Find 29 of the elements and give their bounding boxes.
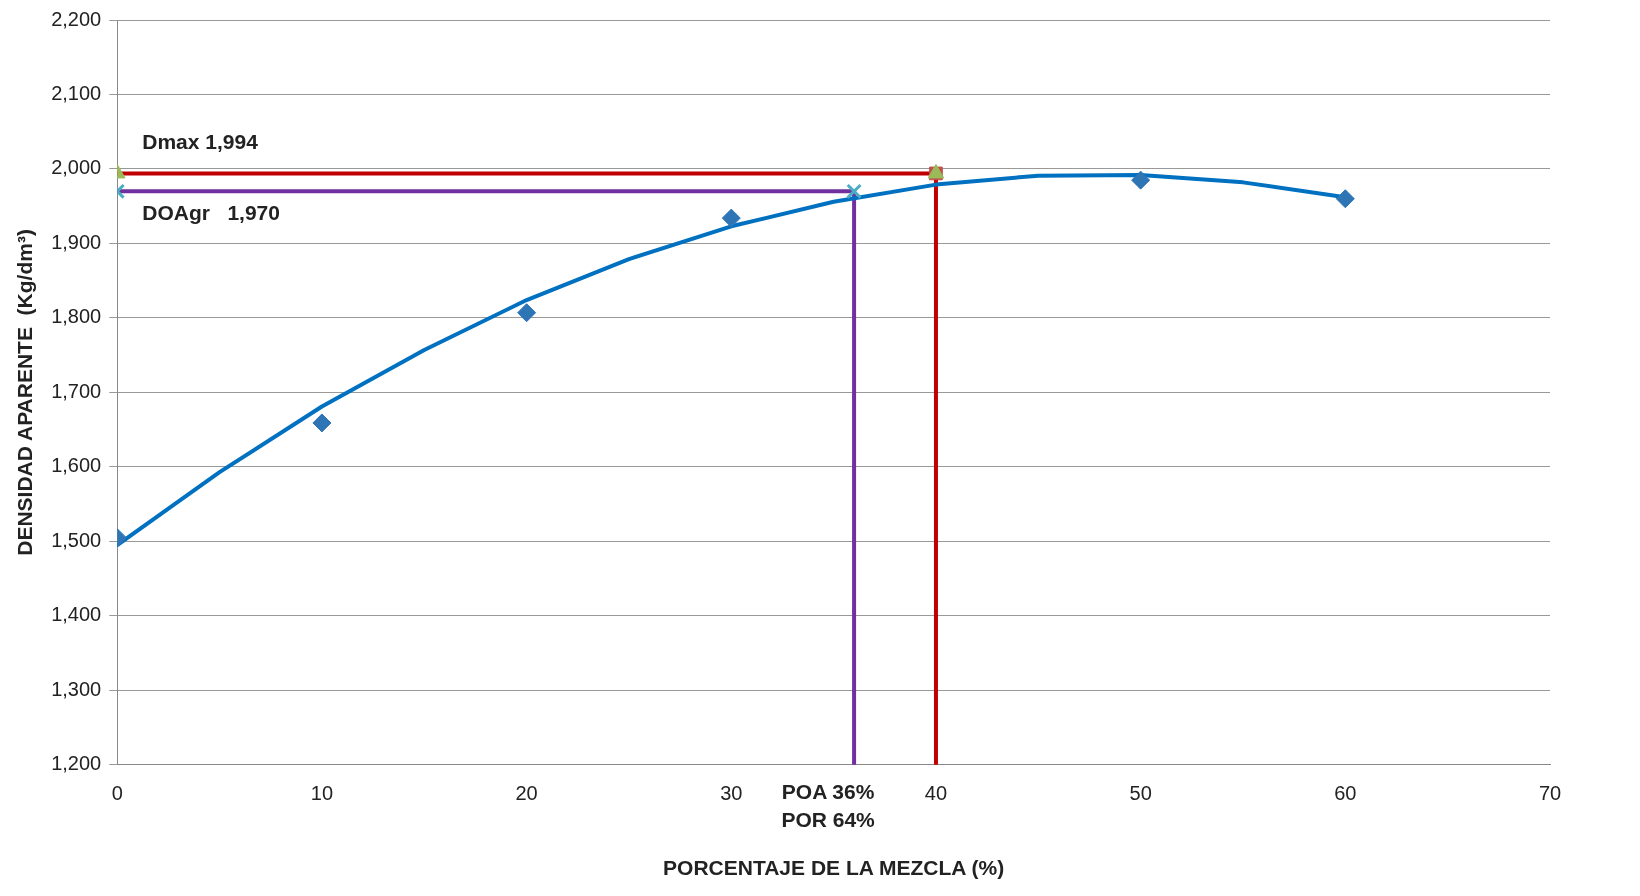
x-tick-label: 20 bbox=[515, 782, 538, 805]
text: POA 36% POR 64% bbox=[781, 780, 876, 832]
point bbox=[1131, 170, 1151, 190]
y-tick-label: 2,000 bbox=[51, 156, 102, 179]
x-tick-label: 40 bbox=[924, 782, 948, 805]
y-axis-title: DENSIDAD APARENTE (Kg/dm³) bbox=[13, 229, 37, 556]
point bbox=[721, 208, 741, 228]
x-tick-label: 50 bbox=[1129, 782, 1152, 805]
point bbox=[1335, 189, 1355, 209]
y-tick-label: 1,900 bbox=[51, 230, 102, 253]
y-tick-label: 2,200 bbox=[51, 7, 102, 30]
point bbox=[517, 303, 537, 323]
x-tick-label: 0 bbox=[111, 782, 123, 805]
y-tick-label: 1,500 bbox=[51, 528, 102, 551]
x-tick-label: 60 bbox=[1334, 782, 1357, 805]
y-tick-label: 1,200 bbox=[51, 752, 102, 775]
x-tick-label: 10 bbox=[310, 782, 334, 805]
x-tick-label: 70 bbox=[1538, 782, 1562, 805]
y-tick-label: 1,700 bbox=[51, 379, 102, 402]
point bbox=[312, 413, 332, 433]
y-tick-label: 1,800 bbox=[51, 305, 102, 328]
annotation: Dmax 1,994 bbox=[142, 129, 259, 153]
annotation: DOAgr 1,970 bbox=[142, 200, 280, 224]
x-tick-label: 30 bbox=[720, 782, 743, 805]
y-tick-label: 1,600 bbox=[51, 454, 102, 477]
y-tick-label: 1,300 bbox=[51, 677, 102, 700]
x-axis-title: PORCENTAJE DE LA MEZCLA (%) bbox=[663, 856, 1005, 880]
y-tick-label: 1,400 bbox=[51, 603, 102, 626]
y-tick-label: 2,100 bbox=[51, 82, 102, 104]
